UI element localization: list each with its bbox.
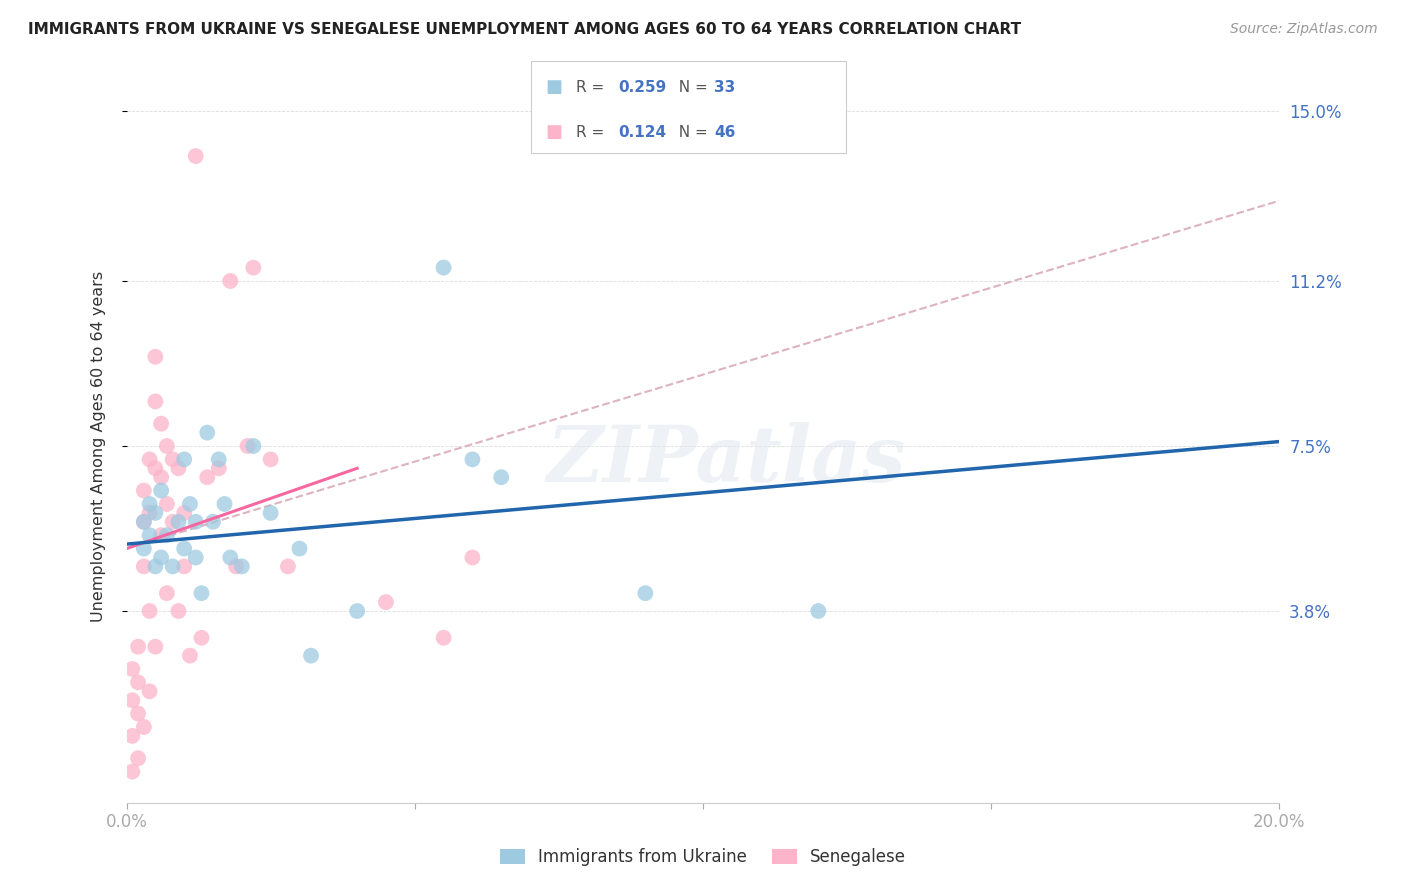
Point <box>184 515 207 529</box>
Y-axis label: Unemployment Among Ages 60 to 64 years: Unemployment Among Ages 60 to 64 years <box>91 270 105 622</box>
Point <box>138 604 160 618</box>
Text: ■: ■ <box>546 123 562 141</box>
Point <box>127 706 149 721</box>
Point <box>433 260 456 275</box>
Point <box>162 559 184 574</box>
Point <box>491 470 513 484</box>
Point <box>162 515 184 529</box>
Text: N =: N = <box>669 125 713 139</box>
Point <box>179 648 201 663</box>
Point <box>634 586 657 600</box>
Point <box>173 559 195 574</box>
Point <box>138 506 160 520</box>
Point <box>259 452 281 467</box>
Point <box>132 515 155 529</box>
Point <box>127 640 149 654</box>
Point <box>231 559 253 574</box>
Point <box>156 586 179 600</box>
Point <box>299 648 322 663</box>
Point <box>242 260 264 275</box>
Text: 0.259: 0.259 <box>619 80 666 95</box>
Point <box>121 764 143 779</box>
Point <box>138 684 160 698</box>
Point <box>121 693 143 707</box>
Point <box>173 506 195 520</box>
Point <box>127 751 149 765</box>
Point <box>374 595 398 609</box>
Point <box>461 452 484 467</box>
Point <box>433 631 456 645</box>
Point <box>807 604 830 618</box>
Point <box>121 729 143 743</box>
Point <box>145 350 166 364</box>
Point <box>132 515 155 529</box>
Point <box>150 483 173 498</box>
Text: 46: 46 <box>714 125 735 139</box>
Point <box>145 461 166 475</box>
Text: R =: R = <box>576 80 610 95</box>
Point <box>214 497 236 511</box>
Point <box>184 550 207 565</box>
Text: R =: R = <box>576 125 610 139</box>
Point <box>195 470 218 484</box>
Point <box>156 439 179 453</box>
Point <box>156 528 179 542</box>
Text: Source: ZipAtlas.com: Source: ZipAtlas.com <box>1230 22 1378 37</box>
Point <box>145 559 166 574</box>
Point <box>190 586 212 600</box>
Point <box>162 452 184 467</box>
Point <box>150 417 173 431</box>
Point <box>145 640 166 654</box>
Point <box>190 631 212 645</box>
Point <box>150 470 173 484</box>
Text: N =: N = <box>669 80 713 95</box>
Point <box>167 604 190 618</box>
Point <box>242 439 264 453</box>
Point <box>277 559 299 574</box>
Point <box>173 541 195 556</box>
Point <box>150 550 173 565</box>
Point <box>219 274 242 288</box>
Point <box>132 483 155 498</box>
Point <box>346 604 368 618</box>
Point <box>179 497 201 511</box>
Text: 0.124: 0.124 <box>619 125 666 139</box>
Point <box>219 550 242 565</box>
Text: ZIPatlas: ZIPatlas <box>547 422 905 499</box>
Point <box>145 394 166 409</box>
Text: ■: ■ <box>546 78 562 96</box>
Point <box>167 461 190 475</box>
Point <box>288 541 311 556</box>
Point <box>138 497 160 511</box>
Point <box>225 559 247 574</box>
Point <box>127 675 149 690</box>
Point <box>259 506 281 520</box>
Point <box>208 461 231 475</box>
Point <box>167 515 190 529</box>
Point <box>236 439 259 453</box>
Point <box>121 662 143 676</box>
Point <box>202 515 225 529</box>
Point <box>132 720 155 734</box>
Point <box>195 425 218 440</box>
Text: IMMIGRANTS FROM UKRAINE VS SENEGALESE UNEMPLOYMENT AMONG AGES 60 TO 64 YEARS COR: IMMIGRANTS FROM UKRAINE VS SENEGALESE UN… <box>28 22 1021 37</box>
Point <box>132 559 155 574</box>
Point <box>132 541 155 556</box>
Point <box>461 550 484 565</box>
Point <box>145 506 166 520</box>
Point <box>173 452 195 467</box>
Point <box>138 452 160 467</box>
Point <box>156 497 179 511</box>
Point <box>138 528 160 542</box>
Text: 33: 33 <box>714 80 735 95</box>
Legend: Immigrants from Ukraine, Senegalese: Immigrants from Ukraine, Senegalese <box>494 842 912 873</box>
Point <box>184 149 207 163</box>
Point <box>208 452 231 467</box>
Point <box>150 528 173 542</box>
